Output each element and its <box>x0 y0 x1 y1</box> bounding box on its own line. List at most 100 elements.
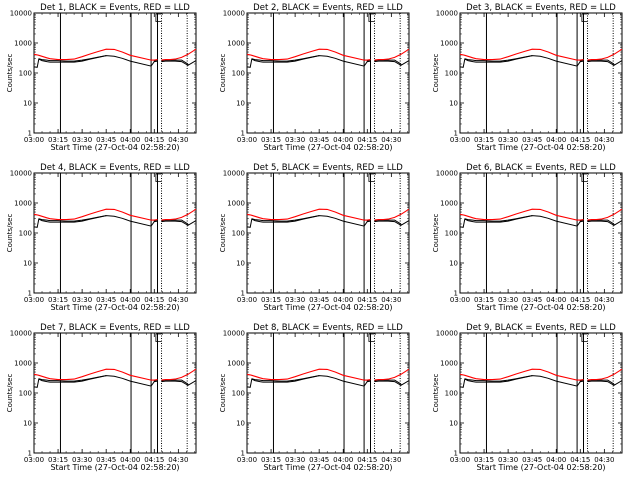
corner-bracket-mark <box>581 173 588 182</box>
y-tick-label: 1 <box>28 290 32 298</box>
x-tick-label: 04:00 <box>333 296 353 304</box>
x-tick-label: 03:45 <box>522 136 542 144</box>
chart-title: Det 5, BLACK = Events, RED = LLD <box>253 163 403 173</box>
y-tick-label: 10 <box>23 420 32 428</box>
events-series-line <box>33 55 197 68</box>
events-series-line <box>459 375 623 388</box>
plot-frame <box>33 332 197 454</box>
x-tick-label: 03:30 <box>498 296 518 304</box>
x-tick-label: 04:30 <box>594 456 614 464</box>
chart-title: Det 4, BLACK = Events, RED = LLD <box>40 163 190 173</box>
x-tick-label: 04:00 <box>546 136 566 144</box>
y-tick-label: 10 <box>23 260 32 268</box>
panel-det-5: Det 5, BLACK = Events, RED = LLD 1 10 100 10… <box>219 163 410 312</box>
y-tick-label: 1000 <box>440 40 458 48</box>
y-tick-label: 100 <box>445 390 458 398</box>
x-tick-label: 03:45 <box>522 456 542 464</box>
lld-series-line <box>246 208 410 221</box>
x-tick-label: 03:15 <box>48 136 68 144</box>
y-tick-label: 1 <box>241 290 245 298</box>
lld-series-line <box>33 48 197 61</box>
x-tick-label: 03:00 <box>237 136 257 144</box>
y-tick-label: 10 <box>236 100 245 108</box>
y-tick-label: 10 <box>449 420 458 428</box>
lld-series-line <box>246 48 410 61</box>
x-tick-label: 04:30 <box>381 136 401 144</box>
y-tick-label: 100 <box>232 70 245 78</box>
y-axis-label: Counts/sec <box>432 54 440 93</box>
y-tick-label: 10 <box>449 100 458 108</box>
y-tick-label: 1000 <box>14 360 32 368</box>
x-axis-label: Start Time (27-Oct-04 02:58:20) <box>50 143 179 152</box>
corner-bracket-mark <box>368 333 375 342</box>
chart-title: Det 1, BLACK = Events, RED = LLD <box>40 3 190 13</box>
y-tick-label: 10 <box>236 420 245 428</box>
x-tick-label: 03:00 <box>24 136 44 144</box>
panel-det-4: Det 4, BLACK = Events, RED = LLD 1 10 100 10… <box>6 163 197 312</box>
x-tick-label: 04:15 <box>357 136 377 144</box>
x-axis-label: Start Time (27-Oct-04 02:58:20) <box>263 143 392 152</box>
x-tick-label: 03:00 <box>450 456 470 464</box>
y-tick-label: 1 <box>241 450 245 458</box>
panel-det-3: Det 3, BLACK = Events, RED = LLD 1 10 100 10… <box>432 3 623 152</box>
x-tick-label: 03:30 <box>285 456 305 464</box>
y-tick-label: 100 <box>19 230 32 238</box>
x-tick-label: 03:30 <box>498 136 518 144</box>
y-axis-label: Counts/sec <box>6 214 14 253</box>
lld-series-line <box>459 368 623 381</box>
chart-title: Det 2, BLACK = Events, RED = LLD <box>253 3 403 13</box>
y-tick-label: 1000 <box>227 40 245 48</box>
y-axis-label: Counts/sec <box>219 374 227 413</box>
x-tick-label: 04:00 <box>546 456 566 464</box>
x-tick-label: 04:30 <box>168 296 188 304</box>
x-tick-label: 04:15 <box>357 296 377 304</box>
events-series-line <box>459 55 623 68</box>
x-tick-label: 04:30 <box>594 296 614 304</box>
x-tick-label: 03:15 <box>474 456 494 464</box>
panel-det-2: Det 2, BLACK = Events, RED = LLD 1 10 100 10… <box>219 3 410 152</box>
y-tick-label: 100 <box>19 390 32 398</box>
chart-title: Det 8, BLACK = Events, RED = LLD <box>253 323 403 333</box>
panel-det-1: Det 1, BLACK = Events, RED = LLD 1 10 100 10… <box>6 3 197 152</box>
y-tick-label: 1 <box>454 450 458 458</box>
y-tick-label: 10000 <box>223 330 245 338</box>
x-tick-label: 03:00 <box>24 296 44 304</box>
panel-det-8: Det 8, BLACK = Events, RED = LLD 1 10 100 10… <box>219 323 410 472</box>
x-tick-label: 04:15 <box>357 456 377 464</box>
x-tick-label: 04:00 <box>120 136 140 144</box>
corner-bracket-mark <box>155 333 162 342</box>
x-tick-label: 04:15 <box>570 136 590 144</box>
x-tick-label: 03:30 <box>285 136 305 144</box>
x-tick-label: 04:15 <box>144 456 164 464</box>
corner-bracket-mark <box>581 333 588 342</box>
x-tick-label: 03:00 <box>237 456 257 464</box>
y-tick-label: 1000 <box>14 200 32 208</box>
x-axis-label: Start Time (27-Oct-04 02:58:20) <box>476 303 605 312</box>
x-tick-label: 03:30 <box>498 456 518 464</box>
x-tick-label: 03:15 <box>261 456 281 464</box>
x-axis-label: Start Time (27-Oct-04 02:58:20) <box>476 463 605 472</box>
events-series-line <box>246 55 410 68</box>
x-tick-label: 03:45 <box>309 136 329 144</box>
x-tick-label: 04:30 <box>168 456 188 464</box>
y-tick-label: 10 <box>449 260 458 268</box>
x-tick-label: 03:45 <box>309 296 329 304</box>
chart-title: Det 3, BLACK = Events, RED = LLD <box>466 3 616 13</box>
x-tick-label: 03:00 <box>237 296 257 304</box>
y-axis-label: Counts/sec <box>432 214 440 253</box>
y-axis-label: Counts/sec <box>6 54 14 93</box>
plot-frame <box>246 172 410 294</box>
lld-series-line <box>459 208 623 221</box>
x-tick-label: 03:15 <box>474 296 494 304</box>
y-tick-label: 100 <box>232 230 245 238</box>
y-tick-label: 100 <box>445 230 458 238</box>
x-tick-label: 03:15 <box>474 136 494 144</box>
lld-series-line <box>33 368 197 381</box>
x-axis-label: Start Time (27-Oct-04 02:58:20) <box>476 143 605 152</box>
corner-bracket-mark <box>368 173 375 182</box>
y-tick-label: 1 <box>454 290 458 298</box>
plot-frame <box>246 12 410 134</box>
lld-series-line <box>33 208 197 221</box>
y-tick-label: 10000 <box>223 10 245 18</box>
